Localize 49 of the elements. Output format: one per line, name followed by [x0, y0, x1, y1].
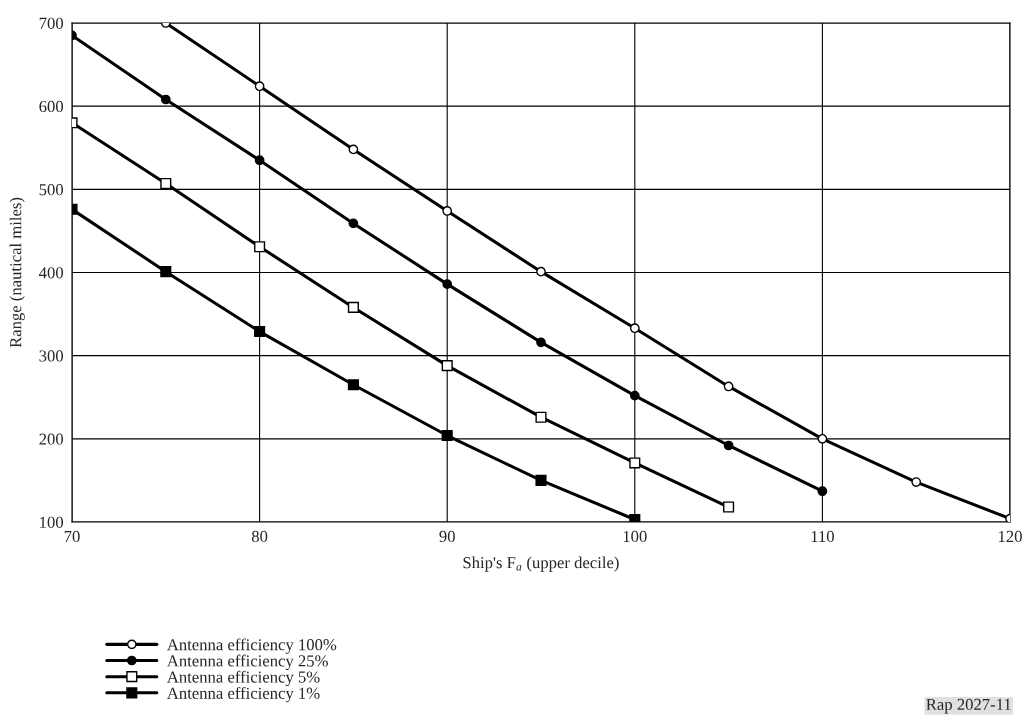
point	[911, 477, 922, 487]
point	[347, 379, 359, 391]
text: Rap 2027-11	[926, 698, 1011, 714]
point	[348, 218, 359, 229]
point	[442, 279, 453, 290]
legend-label: Antenna efficiency 25%	[166, 654, 328, 670]
x-tick-label: 120	[998, 530, 1022, 543]
point	[536, 266, 546, 277]
point	[536, 337, 546, 348]
point	[254, 241, 266, 253]
legend-label: Antenna efficiency 100%	[166, 638, 337, 654]
point	[254, 81, 265, 92]
point	[723, 381, 734, 392]
point	[441, 429, 453, 442]
y-tick-label: 200	[39, 433, 64, 445]
point	[629, 457, 641, 469]
point	[348, 144, 359, 155]
y-tick-label: 700	[39, 17, 64, 29]
y-tick-label: 600	[39, 100, 64, 113]
point	[629, 323, 640, 334]
x-axis-title: Ship's F$_{a}$ (upper decile)	[463, 556, 619, 572]
legend-label: Antenna efficiency 1%	[166, 686, 320, 703]
point	[160, 177, 172, 190]
x-tick-label: 90	[439, 530, 455, 543]
x-tick-label: 110	[811, 530, 834, 543]
point	[629, 390, 640, 401]
point	[723, 440, 734, 451]
point	[535, 411, 547, 423]
point	[535, 474, 547, 486]
point	[817, 486, 828, 497]
x-tick-label: 70	[64, 530, 80, 543]
y-tick-label: 500	[39, 184, 64, 196]
y-tick-label: 300	[39, 350, 64, 362]
point	[817, 433, 828, 444]
point	[629, 513, 641, 522]
point	[347, 301, 359, 313]
point	[442, 206, 453, 216]
x-tick-label: 80	[251, 530, 268, 543]
y-tick-label: 100	[40, 516, 64, 528]
point	[160, 94, 171, 105]
y-tick-label: 400	[38, 267, 64, 279]
x-tick-label: 100	[623, 530, 647, 543]
point	[254, 325, 266, 338]
legend-label: Antenna efficiency 5%	[166, 670, 320, 687]
point	[723, 501, 735, 513]
y-axis-title: Range (nautical miles)	[9, 197, 25, 348]
point	[160, 266, 172, 278]
point	[441, 360, 453, 372]
point	[254, 155, 265, 166]
